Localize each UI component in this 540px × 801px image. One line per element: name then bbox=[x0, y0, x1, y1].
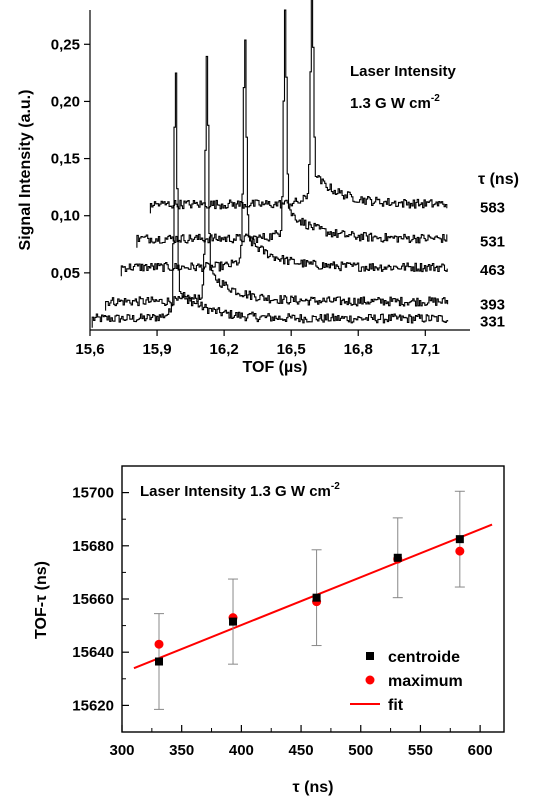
c2-annotation: Laser Intensity 1.3 G W cm-2 bbox=[140, 481, 340, 500]
c2-annotation-text: Laser Intensity 1.3 G W cm bbox=[140, 483, 331, 500]
c2-y-tick-label: 15700 bbox=[72, 485, 114, 502]
c1-traces bbox=[91, 0, 449, 328]
c2-legend-fit-label: fit bbox=[388, 697, 404, 714]
c2-maximum-point bbox=[393, 554, 403, 564]
c1-y-tick-label: 0,05 bbox=[51, 265, 80, 282]
c2-y-ticks: 15620 15640 15660 15680 15700 bbox=[72, 485, 129, 714]
c1-x-tick-label: 15,6 bbox=[75, 341, 104, 358]
c2-x-axis-label: τ (ns) bbox=[293, 779, 334, 796]
c1-annotation-line2: 1.3 G W cm-2 bbox=[350, 93, 440, 112]
c1-series-label-531: 531 bbox=[480, 234, 505, 251]
c2-maximum-point bbox=[154, 639, 164, 649]
c2-x-tick-label: 300 bbox=[109, 742, 134, 759]
c2-fit-line bbox=[133, 523, 493, 670]
c2-x-tick-label: 550 bbox=[408, 742, 433, 759]
c2-maximum-point bbox=[312, 597, 322, 607]
c2-x-tick-label: 500 bbox=[348, 742, 373, 759]
c2-legend-maximum-marker bbox=[365, 675, 375, 685]
c2-centroide-point bbox=[393, 553, 402, 562]
c2-legend-maximum-label: maximum bbox=[388, 673, 463, 690]
tof-spectra-chart: 15,6 15,9 16,2 16,5 16,8 17,1 0,05 0,10 0,15 0,2… bbox=[17, 0, 519, 376]
c2-centroide-point bbox=[229, 617, 238, 626]
c2-y-tick-label: 15640 bbox=[72, 644, 114, 661]
c1-series-label-393: 393 bbox=[480, 296, 505, 313]
c2-x-tick-label: 450 bbox=[289, 742, 314, 759]
c2-maximum-point bbox=[455, 546, 465, 556]
c2-y-tick-label: 15660 bbox=[72, 591, 114, 608]
c1-x-tick-label: 17,1 bbox=[411, 341, 440, 358]
c2-x-ticks: 300 350 400 450 500 550 600 bbox=[109, 725, 493, 759]
c1-y-ticks: 0,05 0,10 0,15 0,20 0,25 bbox=[51, 36, 90, 282]
c2-x-tick-label: 600 bbox=[468, 742, 493, 759]
c2-y-axis-label: TOF-τ (ns) bbox=[33, 561, 50, 639]
c1-x-tick-label: 16,8 bbox=[344, 341, 373, 358]
c2-centroide-point bbox=[455, 535, 464, 544]
c2-maximum-point bbox=[228, 613, 238, 623]
c2-plot-frame bbox=[121, 465, 505, 733]
c1-annotation-text: 1.3 G W cm bbox=[350, 95, 431, 112]
c1-annotation-line1: Laser Intensity bbox=[350, 63, 457, 80]
c2-marks bbox=[133, 490, 493, 710]
c1-trace-531 bbox=[136, 9, 448, 248]
c1-trace-393 bbox=[105, 55, 449, 311]
c2-centroide-point bbox=[312, 593, 321, 602]
c1-x-axis-label: TOF (µs) bbox=[243, 359, 308, 376]
c1-y-tick-label: 0,25 bbox=[51, 36, 80, 53]
c1-x-tick-label: 16,2 bbox=[210, 341, 239, 358]
c1-x-tick-label: 16,5 bbox=[277, 341, 306, 358]
c1-x-tick-label: 15,9 bbox=[142, 341, 171, 358]
c1-legend-title: τ (ns) bbox=[478, 171, 519, 188]
c1-y-tick-label: 0,10 bbox=[51, 208, 80, 225]
c2-legend: centroide maximum fit bbox=[350, 649, 463, 714]
c2-legend-centroide-marker bbox=[366, 652, 374, 660]
c2-centroide-point bbox=[155, 657, 164, 666]
c2-y-tick-label: 15620 bbox=[72, 697, 114, 714]
c1-annotation-sup: -2 bbox=[431, 93, 440, 104]
c1-y-axis-label: Signal Intensity (a.u.) bbox=[17, 90, 34, 251]
c1-y-tick-label: 0,20 bbox=[51, 93, 80, 110]
c1-trace-463 bbox=[120, 39, 448, 277]
c2-annotation-sup: -2 bbox=[331, 481, 340, 492]
c1-trace-331 bbox=[91, 72, 449, 328]
c2-legend-centroide-label: centroide bbox=[388, 649, 460, 666]
c2-x-tick-label: 350 bbox=[169, 742, 194, 759]
c1-series-label-463: 463 bbox=[480, 262, 505, 279]
c1-x-ticks: 15,6 15,9 16,2 16,5 16,8 17,1 bbox=[75, 330, 440, 358]
c1-y-tick-label: 0,15 bbox=[51, 151, 80, 168]
c2-y-tick-label: 15680 bbox=[72, 538, 114, 555]
c1-series-label-331: 331 bbox=[480, 314, 505, 331]
c1-trace-583 bbox=[149, 0, 448, 214]
c2-x-tick-label: 400 bbox=[229, 742, 254, 759]
c1-series-label-583: 583 bbox=[480, 199, 505, 216]
